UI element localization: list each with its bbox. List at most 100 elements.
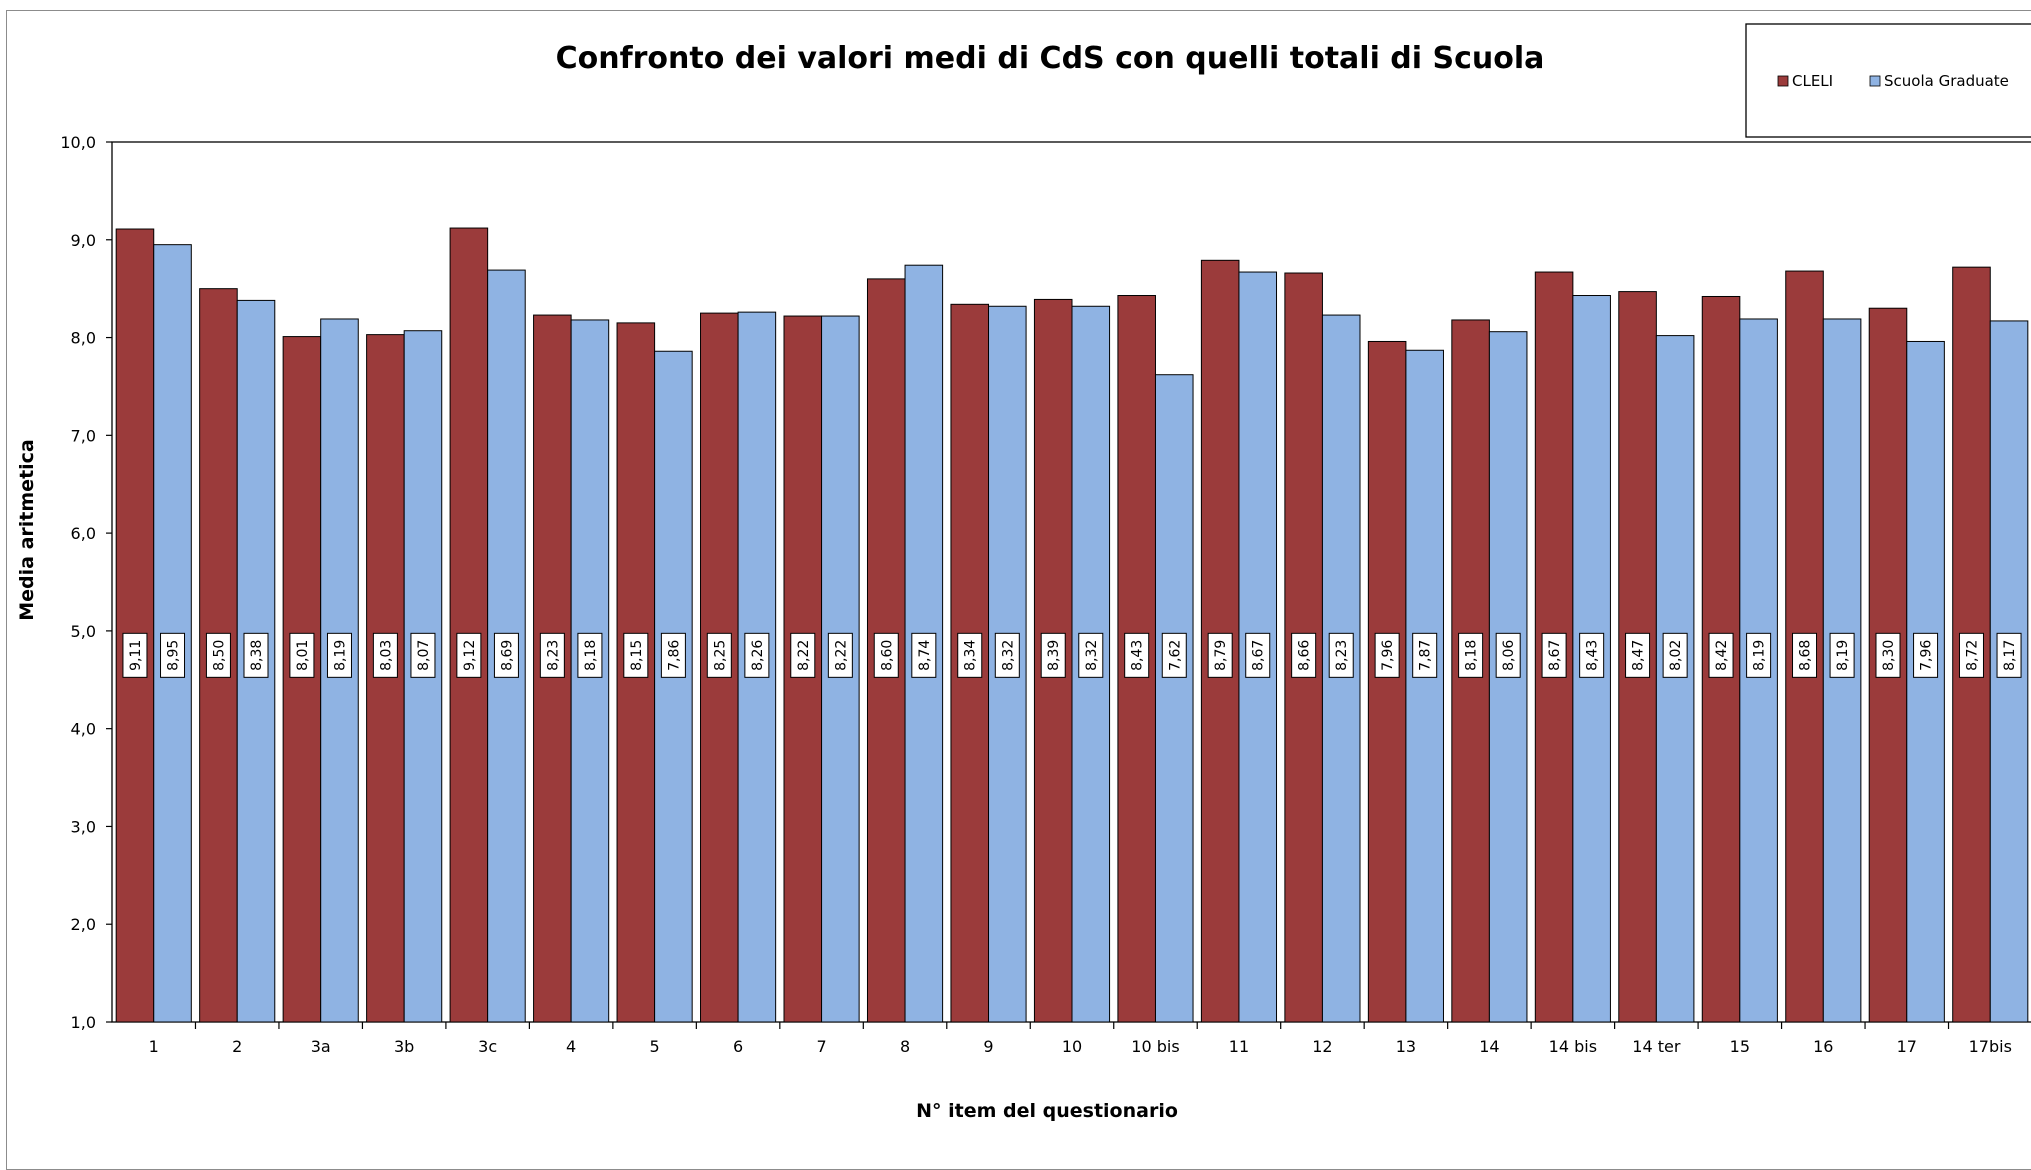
data-label-text: 8,74	[917, 640, 933, 671]
x-tick-label-7: 7	[816, 1037, 826, 1056]
x-tick-label-9: 9	[983, 1037, 993, 1056]
x-tick-label-13: 13	[1396, 1037, 1416, 1056]
data-label-box	[1875, 632, 1901, 678]
y-tick-label: 3,0	[71, 817, 96, 836]
data-label-text: 8,17	[2002, 640, 2018, 671]
y-axis: 1,0 2,0 3,0 4,0 5,0 6,0 7,0 8,0 9,0 10,0	[60, 133, 112, 1032]
data-label-text: 8,26	[750, 640, 766, 671]
data-label-box	[1958, 632, 1984, 678]
y-axis-title: Media aritmetica	[16, 439, 38, 621]
data-label-text: 8,25	[712, 640, 728, 671]
x-tick-label-14: 14	[1479, 1037, 1499, 1056]
data-label-cleli-3b: 8,03	[372, 632, 398, 678]
data-label-scuola-graduate-8: 8,74	[911, 632, 937, 678]
data-label-text: 8,50	[211, 640, 227, 671]
data-label-box	[1245, 632, 1271, 678]
data-label-scuola-graduate-6: 8,26	[744, 632, 770, 678]
data-label-cleli-4: 8,23	[539, 632, 565, 678]
data-label-box	[623, 632, 649, 678]
data-label-cleli-5: 8,15	[623, 632, 649, 678]
data-label-text: 8,06	[1501, 640, 1517, 671]
data-label-cleli-3c: 9,12	[456, 632, 482, 678]
bar-scuola-graduate-13	[1405, 349, 1444, 1023]
data-label-text: 8,38	[249, 640, 265, 671]
bar-scuola-graduate-3b	[403, 330, 443, 1023]
data-label-text: 8,23	[545, 640, 561, 671]
x-tick-label-10-bis: 10 bis	[1131, 1037, 1179, 1056]
bar-scuola-graduate-5	[654, 350, 693, 1023]
data-label-text: 9,12	[462, 640, 478, 671]
data-label-cleli-14-bis: 8,67	[1541, 632, 1567, 678]
y-tick-label: 6,0	[71, 524, 96, 543]
data-label-cleli-10: 8,39	[1040, 632, 1066, 678]
x-tick-label-15: 15	[1730, 1037, 1750, 1056]
data-label-box	[1829, 632, 1855, 678]
data-label-text: 8,66	[1297, 640, 1313, 671]
legend-label-cleli: CLELI	[1792, 72, 1833, 90]
x-tick-label-10: 10	[1062, 1037, 1082, 1056]
data-label-text: 8,01	[295, 640, 311, 671]
y-tick-label: 1,0	[71, 1013, 96, 1032]
data-label-box	[1579, 632, 1605, 678]
legend-swatch-cleli	[1777, 75, 1789, 87]
y-tick-label: 5,0	[71, 622, 96, 641]
data-label-cleli-8: 8,60	[873, 632, 899, 678]
data-label-text: 8,19	[1835, 640, 1851, 671]
data-label-scuola-graduate-3a: 8,19	[326, 632, 352, 678]
x-tick-label-14-ter: 14 ter	[1632, 1037, 1681, 1056]
data-label-text: 9,11	[128, 640, 144, 671]
data-label-cleli-1: 9,11	[122, 632, 148, 678]
data-label-box	[493, 632, 519, 678]
data-label-cleli-17: 8,30	[1875, 632, 1901, 678]
data-label-scuola-graduate-13: 7,87	[1412, 632, 1438, 678]
data-label-box	[1458, 632, 1484, 678]
data-label-text: 8,60	[879, 640, 895, 671]
data-label-scuola-graduate-2: 8,38	[243, 632, 269, 678]
data-label-scuola-graduate-3c: 8,69	[493, 632, 519, 678]
data-label-text: 8,23	[1334, 640, 1350, 671]
data-label-scuola-graduate-14-bis: 8,43	[1579, 632, 1605, 678]
data-label-text: 8,03	[378, 640, 394, 671]
data-label-text: 8,95	[166, 640, 182, 671]
data-label-text: 8,69	[499, 640, 515, 671]
data-label-box	[1412, 632, 1438, 678]
data-label-text: 8,22	[833, 640, 849, 671]
data-label-box	[1625, 632, 1651, 678]
data-label-box	[873, 632, 899, 678]
y-tick-label: 4,0	[71, 720, 96, 739]
data-label-scuola-graduate-14-ter: 8,02	[1662, 632, 1688, 678]
data-label-box	[994, 632, 1020, 678]
x-tick-label-17bis: 17bis	[1969, 1037, 2012, 1056]
data-label-text: 8,79	[1213, 640, 1229, 671]
data-label-cleli-14: 8,18	[1458, 632, 1484, 678]
y-tick-label: 8,0	[71, 329, 96, 348]
bar-cleli-3c	[449, 227, 489, 1023]
data-label-box	[1913, 632, 1939, 678]
data-label-cleli-6: 8,25	[706, 632, 732, 678]
bar-cleli-3a	[282, 336, 322, 1023]
data-label-cleli-9: 8,34	[957, 632, 983, 678]
bar-cleli-13	[1367, 340, 1407, 1023]
y-tick-label: 2,0	[71, 915, 96, 934]
data-label-text: 7,62	[1167, 640, 1183, 671]
data-label-box	[790, 632, 816, 678]
y-tick-label: 7,0	[71, 426, 96, 445]
data-label-box	[1541, 632, 1567, 678]
data-label-cleli-10-bis: 8,43	[1124, 632, 1150, 678]
data-label-box	[1708, 632, 1734, 678]
data-label-cleli-14-ter: 8,47	[1625, 632, 1651, 678]
data-label-text: 7,96	[1919, 640, 1935, 671]
data-label-scuola-graduate-4: 8,18	[577, 632, 603, 678]
data-label-scuola-graduate-14: 8,06	[1495, 632, 1521, 678]
x-tick-label-5: 5	[650, 1037, 660, 1056]
data-label-scuola-graduate-9: 8,32	[994, 632, 1020, 678]
data-label-box	[1291, 632, 1317, 678]
data-label-cleli-11: 8,79	[1207, 632, 1233, 678]
data-label-box	[326, 632, 352, 678]
chart-title: Confronto dei valori medi di CdS con que…	[556, 41, 1545, 76]
data-label-text: 8,32	[1000, 640, 1016, 671]
data-label-text: 8,02	[1668, 640, 1684, 671]
data-label-scuola-graduate-1: 8,95	[160, 632, 186, 678]
data-label-text: 8,34	[963, 640, 979, 671]
bar-scuola-graduate-1	[153, 244, 192, 1023]
